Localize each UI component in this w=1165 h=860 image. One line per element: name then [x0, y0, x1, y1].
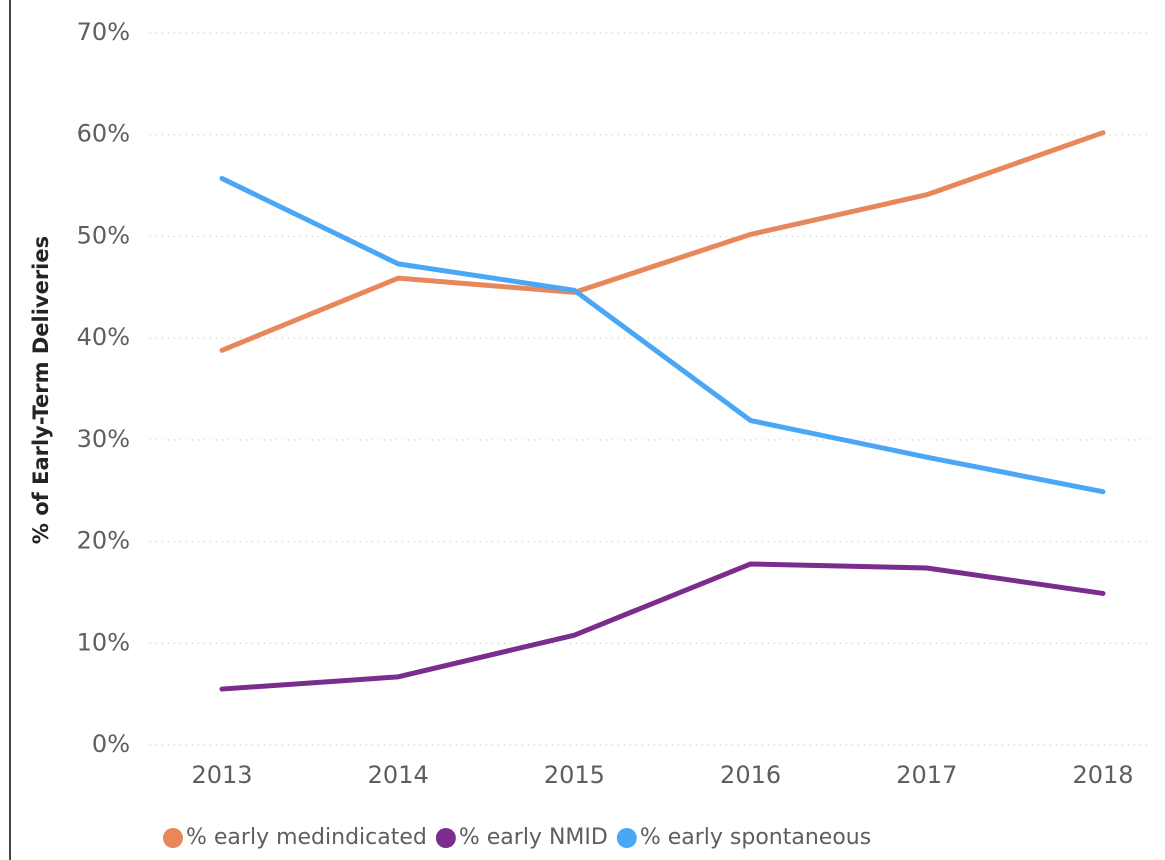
legend-label: % early NMID — [459, 825, 608, 850]
y-tick-label: 10% — [77, 628, 130, 656]
x-tick-label: 2017 — [896, 761, 957, 789]
y-tick-label: 40% — [77, 323, 130, 351]
legend-marker — [616, 828, 637, 848]
x-tick-label: 2016 — [720, 761, 781, 789]
legend-marker — [163, 828, 183, 848]
y-tick-label: 60% — [77, 120, 130, 148]
legend-label: % early spontaneous — [640, 825, 871, 850]
line-series — [219, 561, 1106, 692]
y-tick-label: 30% — [77, 425, 130, 453]
legend-label: % early medindicated — [186, 825, 427, 850]
x-tick-label: 2015 — [544, 761, 605, 789]
y-tick-label: 0% — [92, 730, 130, 758]
legend-marker — [435, 828, 456, 848]
x-tick-label: 2018 — [1072, 761, 1133, 789]
line-series — [219, 175, 1106, 495]
y-tick-label: 20% — [77, 527, 130, 555]
y-axis-title: % of Early-Term Deliveries — [29, 236, 53, 544]
line-series — [219, 130, 1106, 353]
x-tick-label: 2014 — [368, 761, 429, 789]
x-tick-label: 2013 — [191, 761, 252, 789]
y-tick-label: 70% — [77, 18, 130, 46]
y-tick-label: 50% — [77, 221, 130, 249]
